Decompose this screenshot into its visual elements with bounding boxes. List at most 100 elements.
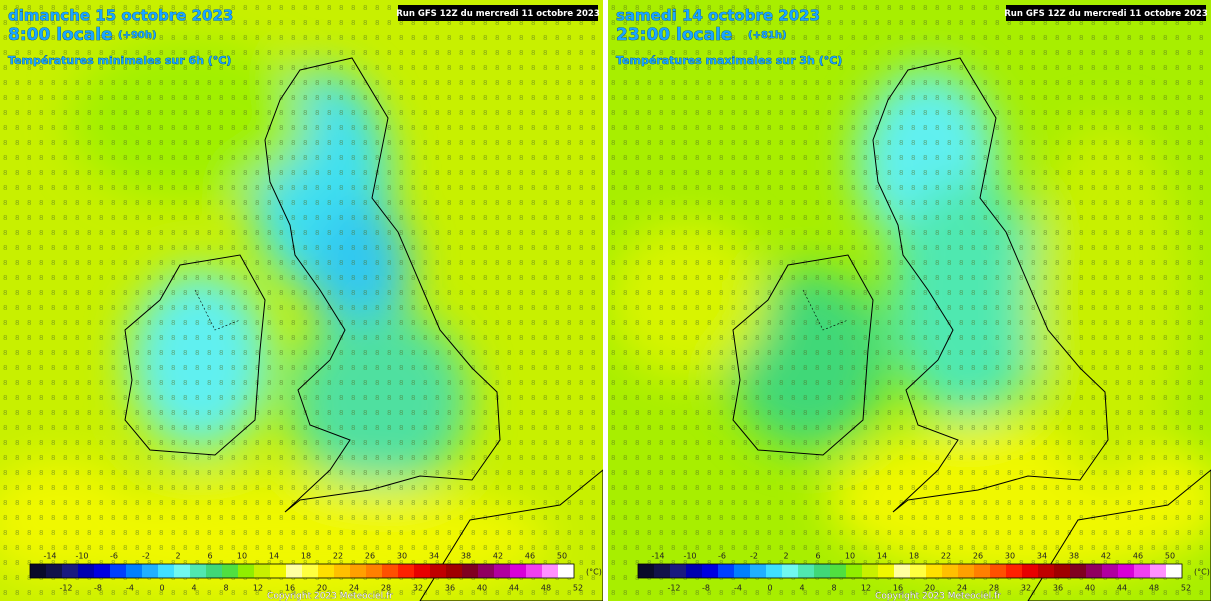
scale-swatch	[558, 564, 574, 578]
scale-swatch	[142, 564, 158, 578]
scale-label-top: 34	[1037, 552, 1047, 561]
scale-label-bottom: 28	[381, 584, 391, 593]
scale-label-bottom: 40	[477, 584, 487, 593]
scale-label-bottom: 48	[541, 584, 551, 593]
scale-swatch	[94, 564, 110, 578]
scale-swatch	[990, 564, 1006, 578]
scale-swatch	[302, 564, 318, 578]
coastline	[732, 254, 874, 456]
scale-label-bottom: -12	[667, 584, 680, 593]
run: Run GFS 12Z du mercredi 11 octobre 2023	[396, 9, 600, 19]
scale-label-top: -6	[110, 552, 118, 561]
scale-swatch	[782, 564, 798, 578]
scale-label-bottom: 36	[445, 584, 455, 593]
border	[802, 289, 849, 331]
scale-swatch	[110, 564, 126, 578]
scale-swatch	[1118, 564, 1134, 578]
scale-swatch	[430, 564, 446, 578]
scale-label-top: 34	[429, 552, 439, 561]
scale-swatch	[638, 564, 654, 578]
scale-label-top: 6	[815, 552, 820, 561]
scale-swatch	[654, 564, 670, 578]
scale-label-bottom: 24	[349, 584, 359, 593]
scale-label-top: 26	[365, 552, 375, 561]
scale-swatch	[830, 564, 846, 578]
scale-swatch	[1038, 564, 1054, 578]
scale-label-top: 10	[237, 552, 247, 561]
scale-label-top: 6	[207, 552, 212, 561]
scale-swatch	[30, 564, 46, 578]
scale-frame	[29, 563, 575, 579]
scale-swatch	[1006, 564, 1022, 578]
scale-swatch	[1054, 564, 1070, 578]
time: 8:00 locale	[8, 25, 113, 45]
divider	[603, 0, 608, 601]
scale-swatch	[798, 564, 814, 578]
scale-swatch	[78, 564, 94, 578]
scale-swatch	[814, 564, 830, 578]
scale-swatch	[222, 564, 238, 578]
scale-label-top: 14	[877, 552, 887, 561]
variable: Températures minimales sur 6h (°C)	[8, 54, 231, 67]
scale-label-top: 50	[557, 552, 567, 561]
coastline	[1027, 469, 1211, 601]
scale-swatch	[286, 564, 302, 578]
scale-swatch	[414, 564, 430, 578]
scale-label-bottom: 0	[159, 584, 164, 593]
scale-swatch	[926, 564, 942, 578]
scale-swatch	[942, 564, 958, 578]
scale-swatch	[1070, 564, 1086, 578]
scale-label-top: -10	[75, 552, 88, 561]
scale-swatch	[718, 564, 734, 578]
scale-label-bottom: 20	[317, 584, 327, 593]
date: dimanche 15 octobre 2023	[8, 7, 233, 25]
map-area	[608, 0, 1211, 601]
scale-unit: (°C)	[1194, 568, 1210, 577]
scale-unit: (°C)	[586, 568, 602, 577]
scale-swatch	[1134, 564, 1150, 578]
scale-swatch	[766, 564, 782, 578]
scale-swatch	[366, 564, 382, 578]
scale-label-top: -14	[43, 552, 56, 561]
scale-swatch	[238, 564, 254, 578]
scale-swatch	[686, 564, 702, 578]
scale-swatch	[174, 564, 190, 578]
scale-swatch	[846, 564, 862, 578]
map-area	[0, 0, 603, 601]
coastline	[124, 254, 266, 456]
scale-label-top: 30	[397, 552, 407, 561]
scale-label-top: 2	[175, 552, 180, 561]
scale-swatch	[670, 564, 686, 578]
lead-time: (+90h)	[118, 30, 157, 41]
variable: Températures maximales sur 3h (°C)	[616, 54, 842, 67]
run-box	[1006, 5, 1206, 21]
scale-label-top: 38	[461, 552, 471, 561]
scale-label-bottom: 52	[1181, 584, 1191, 593]
scale-swatch	[398, 564, 414, 578]
run: Run GFS 12Z du mercredi 11 octobre 2023	[1004, 9, 1208, 19]
value-grid	[608, 0, 1211, 601]
scale-swatch	[958, 564, 974, 578]
scale-swatch	[446, 564, 462, 578]
scale-label-bottom: 4	[799, 584, 804, 593]
scale-swatch	[270, 564, 286, 578]
scale-label-bottom: 8	[223, 584, 228, 593]
scale-label-top: 46	[1133, 552, 1143, 561]
scale-swatch	[910, 564, 926, 578]
scale-label-top: 18	[301, 552, 311, 561]
scale-label-bottom: 48	[1149, 584, 1159, 593]
scale-label-top: 14	[269, 552, 279, 561]
coastline	[872, 57, 1109, 513]
scale-label-bottom: 12	[861, 584, 871, 593]
scale-label-bottom: 16	[285, 584, 295, 593]
scale-swatch	[1102, 564, 1118, 578]
scale-label-top: 30	[1005, 552, 1015, 561]
scale-swatch	[350, 564, 366, 578]
scale-label-bottom: 0	[767, 584, 772, 593]
scale-label-bottom: 32	[413, 584, 423, 593]
scale-label-top: 38	[1069, 552, 1079, 561]
scale-label-bottom: -4	[126, 584, 134, 593]
scale-label-top: 26	[973, 552, 983, 561]
scale-label-top: 46	[525, 552, 535, 561]
